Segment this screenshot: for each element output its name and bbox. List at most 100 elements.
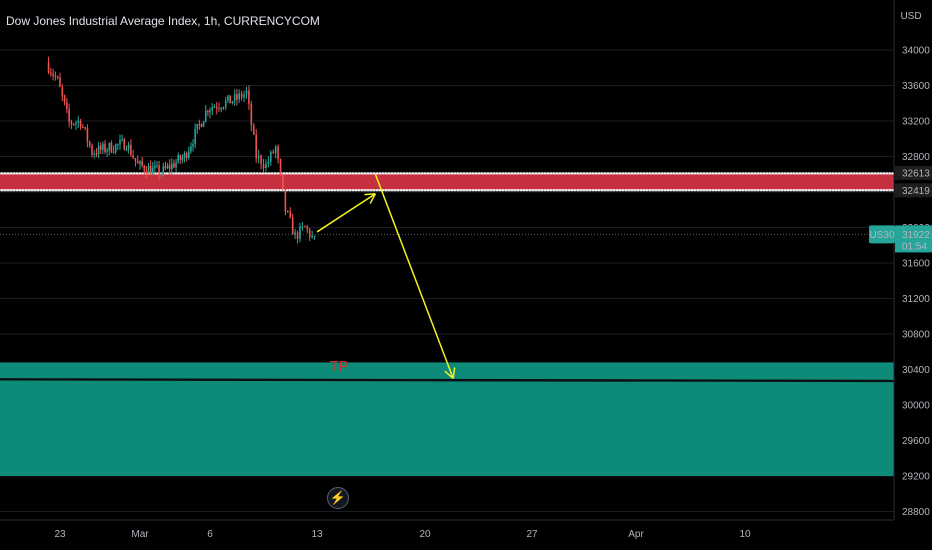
candle-body — [187, 151, 190, 158]
candle-body — [166, 165, 169, 169]
resistance-zone — [0, 173, 894, 191]
y-tick-label: 30000 — [902, 401, 930, 412]
candle-body — [255, 134, 258, 159]
candle-body — [299, 226, 301, 239]
candle-body — [125, 149, 128, 151]
candle-body — [175, 162, 177, 168]
arrow-line-1 — [316, 193, 376, 233]
y-tick-label: 31600 — [902, 259, 930, 270]
zones — [0, 172, 895, 476]
level-tag — [895, 166, 932, 181]
candle-body — [70, 121, 73, 125]
price-axis[interactable]: 3400033600332003280032400320003160031200… — [902, 46, 930, 519]
x-tick-label: 20 — [419, 529, 431, 540]
x-tick-label: 27 — [526, 529, 538, 540]
x-tick-label: Apr — [628, 529, 644, 540]
candle-body — [171, 163, 173, 170]
current-price-tag — [895, 225, 932, 253]
level-tag — [895, 183, 932, 198]
candle-body — [91, 145, 93, 155]
tp-label: TP — [329, 358, 348, 375]
candle-body — [284, 188, 287, 212]
candle-body — [136, 161, 139, 164]
y-tick-label: 33600 — [902, 81, 930, 92]
candle-body — [311, 235, 313, 238]
candle-body — [147, 165, 150, 174]
x-tick-label: 6 — [207, 529, 213, 540]
candle-body — [301, 226, 304, 228]
candle-body — [185, 153, 188, 158]
y-tick-label: 31200 — [902, 294, 930, 305]
candle-body — [204, 110, 207, 122]
arrow-head — [369, 193, 377, 204]
candle-body — [141, 161, 143, 166]
candle-body — [168, 165, 171, 170]
candle-body — [99, 145, 102, 150]
candle-body — [289, 211, 292, 218]
candle-body — [279, 159, 282, 174]
candle-body — [130, 144, 132, 156]
candle-body — [196, 124, 199, 130]
x-tick-label: 10 — [739, 529, 751, 540]
lightning-icon[interactable]: ⚡ — [327, 487, 349, 509]
candle-body — [106, 150, 108, 152]
candle-body — [291, 217, 294, 235]
candle-body — [160, 173, 163, 175]
candle-body — [104, 143, 106, 152]
candle-body — [95, 153, 98, 155]
candle-body — [296, 232, 299, 239]
candle-body — [156, 165, 158, 167]
y-tick-label: 30400 — [902, 365, 930, 376]
candle-body — [177, 155, 179, 163]
candle-body — [207, 110, 209, 113]
candle-body — [54, 75, 57, 77]
candle-body — [294, 232, 296, 235]
candle-body — [202, 121, 205, 127]
y-tick-label: 29600 — [902, 436, 930, 447]
candle-body — [215, 106, 218, 109]
candle-body — [77, 120, 80, 123]
target-line — [0, 378, 895, 383]
candle-body — [218, 108, 220, 110]
candle-body — [192, 144, 194, 147]
candle-body — [198, 124, 201, 126]
candle-body — [114, 144, 117, 152]
candle-body — [200, 124, 203, 127]
candle-body — [132, 155, 134, 159]
candle-body — [117, 144, 119, 146]
y-tick-label: 28800 — [902, 507, 930, 518]
candle-body — [72, 124, 75, 126]
candle-body — [282, 173, 284, 189]
candle-body — [287, 211, 289, 213]
y-tick-label: 33200 — [902, 117, 930, 128]
candle-body — [209, 110, 211, 113]
y-tick-label: 32800 — [902, 152, 930, 163]
candle-body — [47, 62, 50, 73]
candle-body — [277, 146, 279, 160]
candle-body — [238, 93, 240, 100]
candle-body — [86, 128, 89, 142]
y-tick-label: 34000 — [902, 46, 930, 57]
arrow-head — [444, 370, 454, 379]
candle-body — [84, 127, 86, 129]
candle-body — [108, 142, 111, 151]
candle-body — [181, 157, 184, 161]
time-axis[interactable]: 23 Mar 6 13 20 27 Apr 10 — [54, 529, 751, 540]
candle-body — [97, 145, 100, 155]
candle-body — [50, 72, 52, 74]
candle-body — [269, 151, 272, 162]
countdown-label: 01:54 — [902, 241, 927, 252]
candle-body — [123, 139, 126, 150]
candle-body — [112, 151, 115, 153]
candle-body — [257, 155, 260, 159]
candle-body — [158, 165, 160, 175]
candle-body — [245, 90, 248, 95]
candle-body — [260, 155, 262, 165]
candle-body — [154, 165, 156, 168]
candle-body — [59, 77, 61, 87]
symbol-tag-label: US30 — [869, 230, 894, 241]
candle-body — [82, 126, 84, 128]
candle-body — [267, 161, 270, 164]
candle-body — [179, 155, 182, 161]
